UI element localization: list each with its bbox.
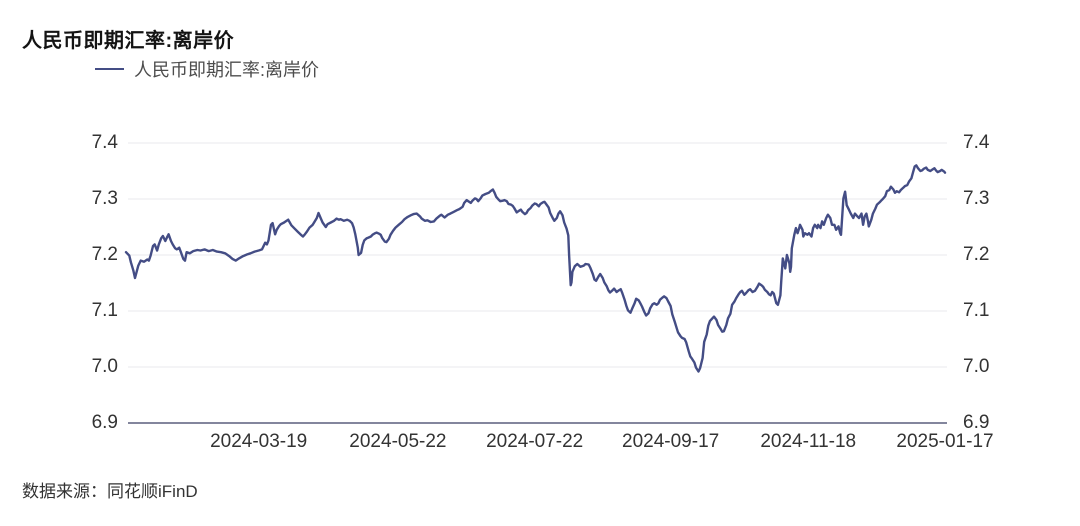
x-tick-label: 2024-09-17 — [622, 431, 720, 452]
y-tick-label-left: 7.3 — [91, 188, 118, 209]
y-tick-label-left: 7.2 — [91, 244, 118, 265]
y-tick-label-left: 6.9 — [91, 412, 118, 433]
x-tick-label: 2024-05-22 — [349, 431, 447, 452]
legend-label: 人民币即期汇率:离岸价 — [134, 60, 319, 80]
data-source-note: 数据来源：同花顺iFinD — [22, 482, 198, 501]
legend-line-swatch — [95, 68, 124, 70]
y-tick-label-right: 7.1 — [963, 300, 990, 321]
y-tick-label-right: 6.9 — [963, 412, 990, 433]
chart-title: 人民币即期汇率:离岸价 — [22, 30, 235, 52]
x-tick-label: 2024-03-19 — [210, 431, 308, 452]
series-line — [124, 164, 947, 373]
x-tick-label: 2025-01-17 — [896, 431, 994, 452]
y-tick-label-left: 7.1 — [91, 300, 118, 321]
x-tick-label: 2024-11-18 — [760, 431, 857, 452]
y-tick-label-right: 7.4 — [963, 132, 990, 153]
x-tick-label: 2024-07-22 — [486, 431, 584, 452]
y-tick-label-left: 7.0 — [91, 356, 118, 377]
legend-item[interactable]: 人民币即期汇率:离岸价 — [95, 58, 319, 80]
y-tick-label-right: 7.3 — [963, 188, 990, 209]
y-tick-label-right: 7.0 — [963, 356, 990, 377]
y-tick-label-left: 7.4 — [91, 132, 118, 153]
y-tick-label-right: 7.2 — [963, 244, 990, 265]
